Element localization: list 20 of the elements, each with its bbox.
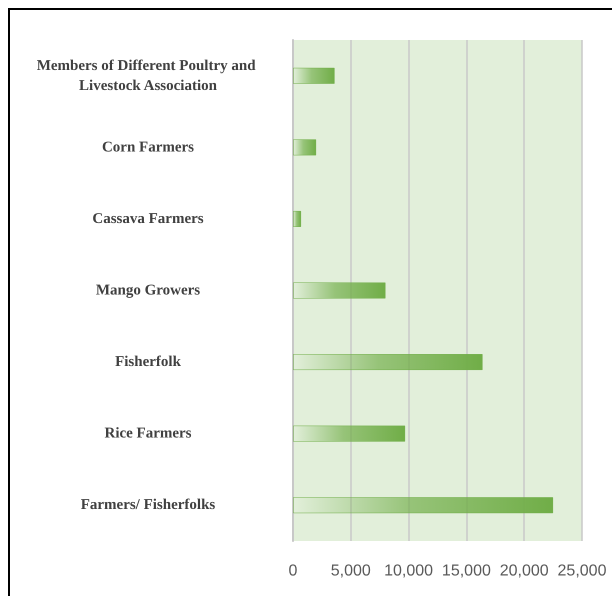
y-tick-label: Members of Different Poultry and Livestock Association: [36, 58, 260, 94]
bar: [293, 68, 335, 84]
bar: [293, 139, 316, 156]
x-tick-label: 10,000: [384, 562, 434, 580]
bar: [293, 282, 386, 298]
x-tick-label: 0: [288, 562, 298, 580]
y-tick-label: Mango Growers: [96, 282, 200, 298]
y-tick-label: Cassava Farmers: [92, 210, 204, 227]
x-tick-label: 25,000: [558, 562, 607, 580]
x-tick-label: 5,000: [330, 562, 371, 580]
bar: [293, 426, 406, 442]
y-tick-label: Farmers/ Fisherfolks: [80, 497, 216, 514]
bar: [293, 497, 554, 514]
y-tick-label: Fisherfolk: [115, 354, 182, 370]
x-tick-label: 15,000: [442, 562, 491, 580]
bar: [293, 354, 483, 370]
y-tick-label: Corn Farmers: [102, 139, 194, 156]
x-tick-label: 20,000: [500, 562, 549, 580]
y-tick-label: Rice Farmers: [104, 426, 192, 442]
bar: [293, 210, 302, 227]
